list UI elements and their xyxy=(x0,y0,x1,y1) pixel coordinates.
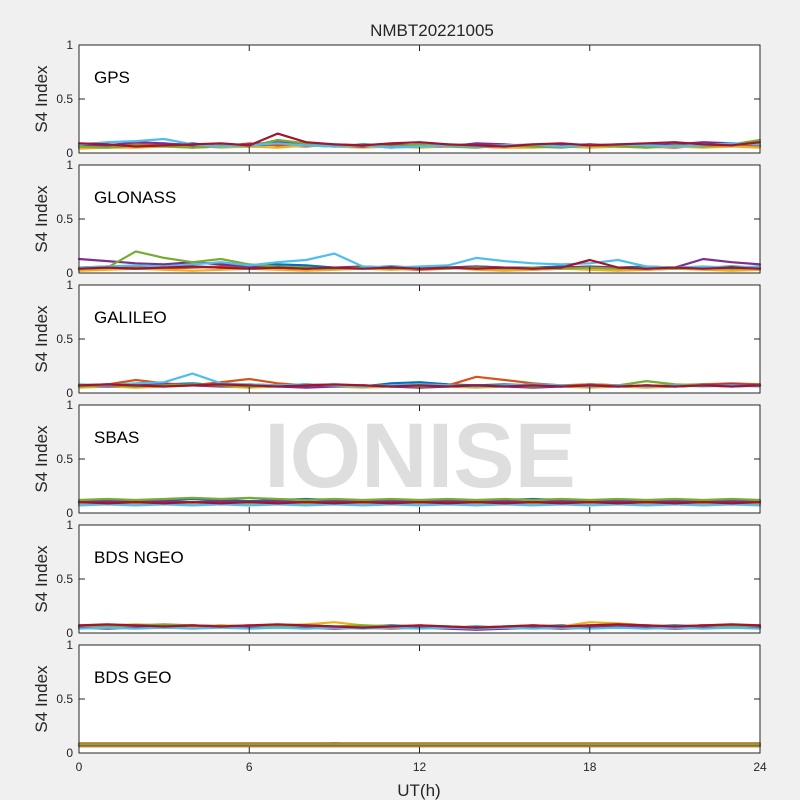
panel-2-ytick-label-2: 1 xyxy=(66,278,73,292)
panel-2-ytick-label-0: 0 xyxy=(66,386,73,400)
panel-1-label: GLONASS xyxy=(94,188,176,207)
panel-3-ytick-label-2: 1 xyxy=(66,398,73,412)
panel-0-label: GPS xyxy=(94,68,130,87)
panel-3-ytick-label-0: 0 xyxy=(66,506,73,520)
panel-5-background xyxy=(79,645,760,753)
panel-4-ylabel: S4 Index xyxy=(32,545,51,613)
panel-0-ytick-label-0: 0 xyxy=(66,146,73,160)
panel-1-ylabel: S4 Index xyxy=(32,185,51,253)
panel-3-series-6-line xyxy=(77,501,762,505)
figure-title: NMBT20221005 xyxy=(370,21,494,40)
panel-5-ylabel: S4 Index xyxy=(32,665,51,733)
panel-5-ytick-label-2: 1 xyxy=(66,638,73,652)
panel-0-ytick-label-1: 0.5 xyxy=(56,92,73,106)
panel-3-background xyxy=(79,405,760,513)
panel-1-ytick-label-1: 0.5 xyxy=(56,212,73,226)
panel-1: 0 0.5 1 S4 Index GLONASS xyxy=(32,158,762,280)
xtick-label-4: 24 xyxy=(753,760,767,774)
panel-3-ytick-label-1: 0.5 xyxy=(56,452,73,466)
panel-1-ytick-label-0: 0 xyxy=(66,266,73,280)
panel-2: 0 0.5 1 S4 Index GALILEO xyxy=(32,278,762,400)
panel-5: 0 0.5 1 S4 Index BDS GEO xyxy=(32,638,762,760)
panel-4-label: BDS NGEO xyxy=(94,548,184,567)
panel-2-ylabel: S4 Index xyxy=(32,305,51,373)
panel-4-ytick-label-1: 0.5 xyxy=(56,572,73,586)
panel-4-background xyxy=(79,525,760,633)
panel-0-series-4-line xyxy=(77,138,762,149)
panel-4: 0 0.5 1 S4 Index BDS NGEO xyxy=(32,518,762,640)
panel-1-ytick-label-2: 1 xyxy=(66,158,73,172)
panel-1-series-5-line xyxy=(77,252,762,269)
panel-0-series-6-line xyxy=(77,132,762,148)
panel-4-ytick-label-2: 1 xyxy=(66,518,73,532)
watermark-text: IONISE xyxy=(264,405,576,507)
panel-3-label: SBAS xyxy=(94,428,139,447)
xtick-label-1: 6 xyxy=(246,760,253,774)
panel-5-label: BDS GEO xyxy=(94,668,171,687)
xtick-label-2: 12 xyxy=(413,760,427,774)
panel-3-ylabel: S4 Index xyxy=(32,425,51,493)
panel-5-ytick-label-1: 0.5 xyxy=(56,692,73,706)
panel-0: 0 0.5 1 S4 Index GPS xyxy=(32,38,762,160)
panel-2-background xyxy=(79,285,760,393)
panel-2-ytick-label-1: 0.5 xyxy=(56,332,73,346)
panel-1-background xyxy=(79,165,760,273)
panel-4-ytick-label-0: 0 xyxy=(66,626,73,640)
panel-0-ytick-label-2: 1 xyxy=(66,38,73,52)
panel-3: 0 0.5 1 S4 Index SBAS xyxy=(32,398,762,520)
panel-2-series-6-line xyxy=(77,383,762,388)
panels-group: 0 0.5 1 S4 Index GPS 0 0.5 1 S4 Index GLONASS 0 0.5… xyxy=(32,38,762,760)
panel-5-ytick-label-0: 0 xyxy=(66,746,73,760)
panel-0-background xyxy=(79,45,760,153)
xtick-label-0: 0 xyxy=(76,760,83,774)
panel-4-series-6-line xyxy=(77,623,762,629)
x-axis-tick-labels: 0 6 12 18 24 xyxy=(76,760,767,774)
panel-3-series-5-line xyxy=(77,503,762,507)
panel-3-series-4-line xyxy=(77,496,762,502)
x-axis-label: UT(h) xyxy=(397,781,440,800)
panel-0-ylabel: S4 Index xyxy=(32,65,51,133)
xtick-label-3: 18 xyxy=(583,760,597,774)
panel-2-label: GALILEO xyxy=(94,308,167,327)
